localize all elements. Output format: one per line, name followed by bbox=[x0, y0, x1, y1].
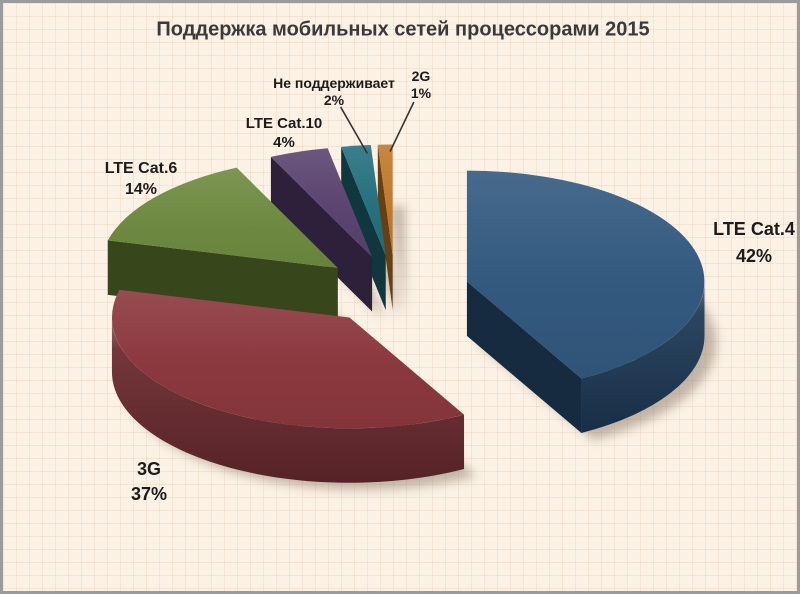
slice-cutface-slice bbox=[341, 146, 386, 311]
slice-percent: 37% bbox=[130, 484, 168, 504]
slice-name: LTE Cat.4 bbox=[713, 219, 795, 239]
slice-label-ne-podderzhivaet: Не поддерживает 2% bbox=[273, 75, 395, 109]
leader-line-2g bbox=[389, 101, 415, 152]
slice-cutface-lte-cat-4 bbox=[466, 281, 582, 434]
slice-top-3g bbox=[111, 289, 465, 429]
slice-top-2g bbox=[377, 144, 393, 256]
slice-name: 3G bbox=[136, 459, 161, 479]
slice-shadow bbox=[389, 205, 405, 317]
slice-label-2g: 2G 1% bbox=[411, 68, 431, 102]
slice-top-lte-cat-6 bbox=[107, 167, 338, 268]
slice-name: Не поддерживает bbox=[273, 75, 395, 91]
slice-name: 2G bbox=[411, 68, 431, 84]
slice-label-lte-cat4: LTE Cat.4 42% bbox=[713, 216, 795, 270]
slice-cutface-lte-cat-10 bbox=[270, 156, 373, 312]
slice-cutface-2g bbox=[377, 144, 393, 310]
slice-percent: 4% bbox=[273, 134, 295, 151]
slice-side-3g bbox=[111, 317, 465, 483]
slice-cutface-lte-cat-6 bbox=[107, 240, 338, 323]
slice-percent: 1% bbox=[410, 85, 432, 101]
slice-percent: 2% bbox=[323, 92, 345, 108]
pie-chart bbox=[107, 101, 717, 490]
slice-label-lte-cat6: LTE Cat.6 14% bbox=[105, 158, 178, 200]
slice-percent: 42% bbox=[735, 246, 773, 266]
slice-top-lte-cat-10 bbox=[270, 148, 373, 258]
slice-label-lte-cat10: LTE Cat.10 4% bbox=[246, 114, 322, 152]
slice-name: LTE Cat.10 bbox=[245, 115, 323, 132]
slice-top-lte-cat-4 bbox=[466, 170, 705, 379]
slice-side-lte-cat-4 bbox=[581, 281, 705, 434]
leader-line-ne-podderzhivaet bbox=[339, 106, 369, 154]
slice-label-3g: 3G 37% bbox=[131, 457, 167, 507]
slice-name: LTE Cat.6 bbox=[104, 160, 178, 177]
slice-percent: 14% bbox=[124, 181, 158, 198]
slice-top-slice bbox=[341, 145, 386, 256]
chart-title: Поддержка мобильных сетей процессорами 2… bbox=[156, 18, 650, 41]
